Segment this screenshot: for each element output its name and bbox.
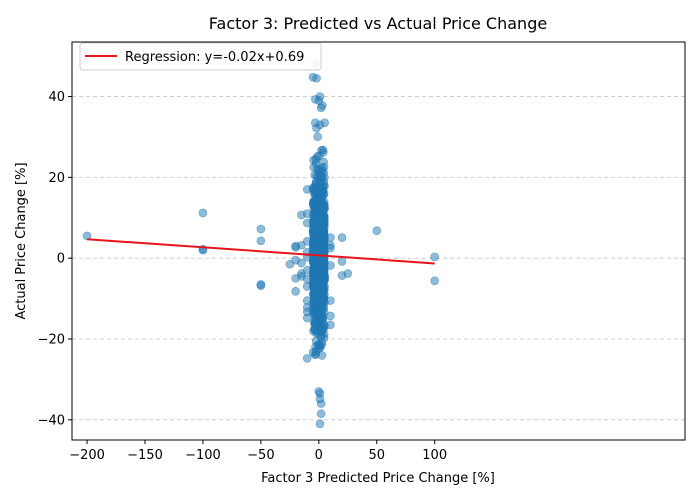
- data-point-1099: [312, 220, 321, 230]
- data-point-1122: [302, 236, 312, 246]
- data-point-1158: [312, 123, 321, 133]
- data-point-1093: [312, 277, 322, 286]
- data-point-426: [313, 132, 322, 141]
- x-tick-label-5: 50: [368, 448, 385, 463]
- data-point-1137: [326, 296, 335, 305]
- data-point-1143: [343, 269, 353, 278]
- data-point-1133: [326, 233, 335, 242]
- data-point-591: [317, 145, 326, 155]
- data-point-1088: [319, 162, 329, 172]
- data-point-1097: [320, 290, 329, 299]
- legend-label-regression: Regression: y=-0.02x+0.69: [125, 50, 304, 65]
- x-axis-ticks: −200 −150 −100 −50 0 50 100: [69, 440, 447, 463]
- x-tick-label-1: −150: [127, 448, 163, 463]
- y-axis-ticks: −40 −20 0 20 40: [38, 90, 72, 428]
- data-point-1149: [308, 72, 318, 82]
- data-point-991: [316, 342, 325, 352]
- y-tick-label-2: 0: [57, 252, 65, 267]
- legend: Regression: y=-0.02x+0.69: [79, 42, 322, 71]
- data-point-1135: [326, 243, 335, 253]
- x-tick-label-2: −100: [185, 448, 221, 463]
- data-point-1113: [291, 287, 300, 296]
- data-point-1119: [302, 185, 312, 194]
- data-point-1094: [310, 269, 319, 278]
- y-tick-label-4: 40: [48, 90, 65, 105]
- data-points: [82, 59, 440, 429]
- x-tick-label-4: 0: [315, 448, 323, 463]
- data-point-1098: [310, 287, 319, 297]
- x-tick-label-3: −50: [247, 448, 274, 463]
- data-point-1141: [337, 257, 347, 266]
- x-axis-label: Factor 3 Predicted Price Change [%]: [261, 471, 495, 486]
- data-point-1105: [256, 236, 266, 246]
- regression-line-group: [86, 238, 435, 265]
- plot-frame: [71, 41, 686, 441]
- regression-line: [86, 238, 435, 265]
- data-point-1138: [326, 311, 335, 321]
- legend-box: [79, 42, 322, 71]
- data-point-1127: [302, 282, 312, 291]
- y-tick-label-0: −40: [38, 413, 65, 428]
- data-point-1092: [310, 233, 320, 243]
- data-point-1115: [297, 240, 306, 250]
- data-point-1154: [317, 101, 327, 110]
- data-point-1164: [315, 419, 325, 429]
- data-point-1132: [302, 354, 312, 363]
- data-point-1146: [430, 276, 440, 286]
- data-point-1140: [337, 233, 347, 242]
- data-point-927: [308, 347, 318, 357]
- data-point-1104: [256, 224, 266, 234]
- data-point-977: [316, 332, 325, 342]
- data-point-1163: [316, 409, 326, 419]
- data-point-1055: [315, 182, 325, 191]
- data-point-1107: [256, 281, 266, 290]
- data-point-1116: [297, 258, 306, 268]
- data-point-1096: [313, 309, 322, 319]
- data-point-1126: [302, 274, 312, 284]
- data-point-1108: [285, 259, 295, 269]
- data-point-1144: [372, 226, 382, 235]
- chart-title: Factor 3: Predicted vs Actual Price Chan…: [209, 14, 547, 33]
- data-point-1121: [302, 218, 312, 228]
- y-tick-label-1: −20: [38, 332, 65, 347]
- data-point-1152: [315, 92, 325, 101]
- data-point-1131: [302, 313, 312, 323]
- data-point-1050: [309, 200, 318, 210]
- data-point-1145: [430, 252, 440, 262]
- data-point-1041: [318, 315, 328, 324]
- data-point-1120: [302, 209, 312, 219]
- data-point-1101: [198, 208, 208, 218]
- data-point-1139: [326, 320, 335, 330]
- data-point-1162: [316, 399, 326, 408]
- y-axis-label: Actual Price Change [%]: [14, 162, 29, 319]
- y-tick-label-3: 20: [48, 171, 65, 186]
- data-point-855: [312, 152, 322, 161]
- data-point-1136: [326, 261, 335, 270]
- data-point-1018: [310, 324, 319, 334]
- x-tick-label-0: −200: [69, 448, 105, 463]
- x-tick-label-6: 100: [422, 448, 447, 463]
- data-point-1125: [302, 265, 312, 275]
